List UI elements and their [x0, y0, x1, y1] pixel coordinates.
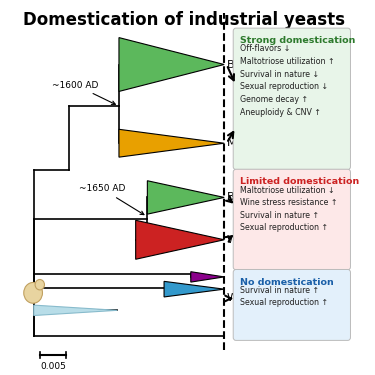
Circle shape — [24, 282, 42, 303]
Text: No domestication: No domestication — [240, 278, 334, 286]
Text: Maltotriose utilization ↓: Maltotriose utilization ↓ — [240, 186, 334, 195]
Text: Aneuploidy & CNV ↑: Aneuploidy & CNV ↑ — [240, 108, 321, 117]
Text: 0.005: 0.005 — [40, 362, 66, 371]
Polygon shape — [147, 181, 224, 214]
FancyBboxPatch shape — [233, 270, 351, 340]
Text: ~1600 AD: ~1600 AD — [53, 81, 116, 104]
Text: Maltotriose utilization ↑: Maltotriose utilization ↑ — [240, 57, 334, 66]
Polygon shape — [136, 220, 224, 259]
Polygon shape — [119, 129, 224, 157]
Polygon shape — [34, 305, 117, 315]
Text: Domestication of industrial yeasts: Domestication of industrial yeasts — [23, 10, 345, 28]
Text: Limited domestication: Limited domestication — [240, 177, 359, 186]
Circle shape — [35, 279, 45, 290]
Text: Beer 2: Beer 2 — [226, 192, 263, 202]
Text: Sexual reproduction ↑: Sexual reproduction ↑ — [240, 224, 328, 232]
Polygon shape — [164, 281, 224, 297]
Text: Sexual reproduction ↑: Sexual reproduction ↑ — [240, 298, 328, 307]
Text: Survival in nature ↑: Survival in nature ↑ — [240, 211, 319, 220]
Polygon shape — [191, 272, 224, 282]
Text: Sexual reproduction ↓: Sexual reproduction ↓ — [240, 82, 328, 92]
Text: ~1650 AD: ~1650 AD — [79, 184, 144, 214]
Text: Beer 1: Beer 1 — [226, 60, 263, 69]
Polygon shape — [119, 38, 224, 92]
FancyBboxPatch shape — [233, 28, 351, 170]
FancyBboxPatch shape — [233, 169, 351, 270]
Text: Off-flavors ↓: Off-flavors ↓ — [240, 45, 290, 54]
Text: Wine: Wine — [226, 235, 254, 245]
Text: Mixed: Mixed — [226, 138, 260, 148]
Text: Wine stress resistance ↑: Wine stress resistance ↑ — [240, 198, 338, 207]
Text: Survival in nature ↑: Survival in nature ↑ — [240, 286, 319, 295]
Text: Strong domestication: Strong domestication — [240, 36, 355, 45]
Text: Genome decay ↑: Genome decay ↑ — [240, 95, 308, 104]
Text: Survival in nature ↓: Survival in nature ↓ — [240, 70, 319, 79]
Text: Wild: Wild — [226, 293, 251, 303]
